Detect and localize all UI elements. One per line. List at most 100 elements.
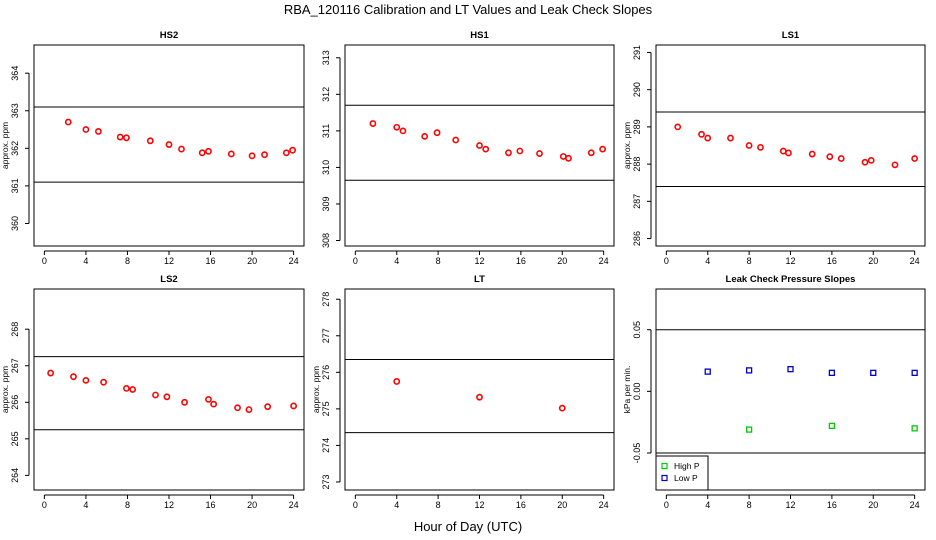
data-point [476, 142, 483, 149]
data-point [94, 128, 102, 135]
data-point [178, 145, 185, 153]
x-tick-label: 24 [289, 500, 299, 510]
x-tick-label: 8 [125, 500, 130, 510]
data-point [828, 422, 836, 430]
data-point [911, 155, 919, 162]
y-tick-label: 362 [10, 141, 20, 156]
plot-frame [655, 44, 926, 247]
x-tick-label: 12 [785, 256, 795, 266]
x-tick-label: 8 [125, 256, 130, 266]
y-tick-label: 266 [10, 395, 20, 410]
data-point [421, 132, 429, 140]
x-tick-label: 16 [516, 500, 526, 510]
x-tick-label: 4 [83, 256, 88, 266]
data-point [205, 395, 212, 403]
y-tick-label: 264 [10, 468, 20, 483]
plot-frame [655, 288, 926, 491]
plot-frame [33, 44, 305, 247]
y-tick-label: 308 [321, 233, 331, 248]
x-tick-label: 12 [164, 500, 174, 510]
panel-title: Leak Check Pressure Slopes [726, 274, 856, 285]
x-tick-label: 4 [705, 256, 710, 266]
data-point [745, 426, 753, 433]
x-tick-label: 0 [664, 500, 669, 510]
y-tick-label: 275 [321, 401, 331, 416]
data-point [234, 404, 241, 412]
x-tick-label: 4 [83, 500, 88, 510]
y-tick-label: 0.00 [632, 383, 642, 401]
x-tick-label: 20 [868, 256, 878, 266]
panel-title: LS1 [782, 30, 800, 41]
legend-box [655, 455, 709, 491]
plot-frame [344, 288, 615, 491]
y-tick-label: 274 [321, 438, 331, 453]
data-point [565, 154, 572, 162]
data-point [70, 373, 77, 381]
data-point [245, 406, 253, 413]
data-point [210, 400, 218, 408]
y-tick-label: 291 [632, 45, 642, 60]
data-point [248, 152, 256, 160]
data-point [369, 120, 377, 127]
data-point [757, 143, 764, 151]
y-axis-label: approx. ppm [0, 122, 10, 169]
data-point [100, 378, 107, 386]
y-axis-label: approx. ppm [622, 122, 632, 169]
data-point [116, 133, 124, 141]
legend-label: Low P [674, 473, 698, 483]
y-tick-label: 276 [321, 365, 331, 380]
y-axis-label: approx. ppm [311, 366, 321, 413]
data-point [704, 134, 712, 142]
data-point [558, 404, 566, 412]
data-point [745, 367, 753, 374]
y-tick-label: 310 [321, 160, 331, 175]
data-point [181, 398, 188, 406]
x-tick-label: 20 [247, 500, 257, 510]
x-tick-label: 20 [557, 500, 567, 510]
data-point [828, 369, 836, 377]
x-tick-label: 0 [42, 256, 47, 266]
legend-marker [661, 462, 668, 470]
data-point [745, 142, 753, 149]
y-tick-label: 267 [10, 358, 20, 373]
x-tick-label: 16 [827, 256, 837, 266]
y-axis-label: kPa per min. [622, 366, 632, 414]
panel-leak-check-pressure-slopes: Leak Check Pressure Slopes 0 4 8 12 16 20 24 -0.… [622, 274, 926, 510]
y-tick-label: 265 [10, 431, 20, 446]
data-point [867, 156, 875, 164]
y-tick-label: 312 [321, 87, 331, 102]
x-tick-label: 20 [868, 500, 878, 510]
data-point [505, 149, 512, 157]
data-point [47, 369, 55, 377]
y-tick-label: 287 [632, 194, 642, 209]
data-point [82, 376, 90, 384]
legend: High P Low P [655, 455, 709, 491]
data-point [861, 158, 869, 166]
data-point [264, 403, 272, 411]
x-tick-label: 12 [474, 256, 484, 266]
panels: HS2 0 4 8 12 16 20 24 360 361 362 363 364 approx. ppm… [0, 30, 926, 510]
x-tick-label: 4 [394, 500, 399, 510]
x-axis-label: Hour of Day (UTC) [414, 519, 522, 534]
data-point [64, 118, 72, 126]
data-point [704, 368, 711, 375]
panel-ls1: LS1 0 4 8 12 16 20 24 286 287 288 289 290 291 approx. … [622, 30, 926, 266]
panel-hs2: HS2 0 4 8 12 16 20 24 360 361 362 363 364 approx. ppm [0, 30, 305, 266]
x-tick-label: 0 [664, 256, 669, 266]
x-tick-label: 24 [599, 500, 609, 510]
data-point [163, 393, 171, 401]
y-axis-label: approx. ppm [0, 366, 10, 413]
y-tick-label: -0.05 [632, 443, 642, 464]
panel-title: LT [474, 274, 485, 285]
y-tick-label: 290 [632, 82, 642, 97]
y-tick-label: 273 [321, 474, 331, 489]
data-point [837, 155, 845, 162]
x-tick-label: 16 [516, 256, 526, 266]
plot-frame [344, 44, 615, 247]
data-point [911, 425, 918, 432]
data-point [698, 130, 705, 138]
data-point [393, 378, 401, 385]
data-point [123, 134, 130, 142]
y-tick-label: 313 [321, 50, 331, 65]
data-point [165, 141, 173, 148]
